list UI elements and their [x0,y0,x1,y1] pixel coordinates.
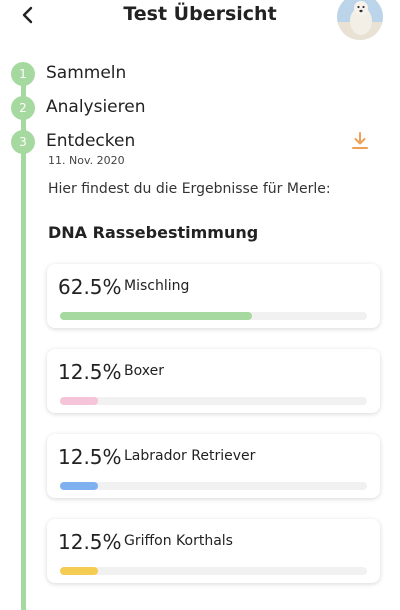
step-2-circle: 2 [11,96,35,120]
result-card-labrador[interactable]: 12.5% Labrador Retriever [47,434,380,498]
result-breed: Boxer [124,363,164,379]
result-percent: 12.5% [58,360,122,384]
chevron-left-icon[interactable] [18,4,38,26]
result-breed: Mischling [124,278,190,294]
stepper-line [21,70,26,610]
avatar[interactable] [336,0,384,40]
download-icon[interactable] [350,131,370,151]
page-title: Test Übersicht [123,3,277,25]
header: Test Übersicht [0,0,400,40]
step-1-circle: 1 [11,62,35,86]
result-card-mischling[interactable]: 62.5% Mischling [47,264,380,328]
result-progress-track [60,397,367,405]
result-progress-fill [60,482,99,490]
intro-text: Hier findest du die Ergebnisse für Merle… [48,181,331,197]
step-2-label[interactable]: Analysieren [46,97,146,117]
section-title: DNA Rassebestimmung [48,223,259,242]
result-percent: 62.5% [58,275,122,299]
result-card-boxer[interactable]: 12.5% Boxer [47,349,380,413]
result-progress-track [60,567,367,575]
result-progress-fill [60,312,252,320]
step-3-label[interactable]: Entdecken [46,131,136,151]
step-3-circle: 3 [11,130,35,154]
result-breed: Griffon Korthals [124,533,233,549]
result-card-griffon[interactable]: 12.5% Griffon Korthals [47,519,380,583]
result-progress-track [60,482,367,490]
result-progress-track [60,312,367,320]
result-progress-fill [60,567,99,575]
result-percent: 12.5% [58,530,122,554]
step-1-label[interactable]: Sammeln [46,63,127,83]
result-percent: 12.5% [58,445,122,469]
step-3-date: 11. Nov. 2020 [48,154,125,167]
result-breed: Labrador Retriever [124,448,256,464]
result-progress-fill [60,397,99,405]
